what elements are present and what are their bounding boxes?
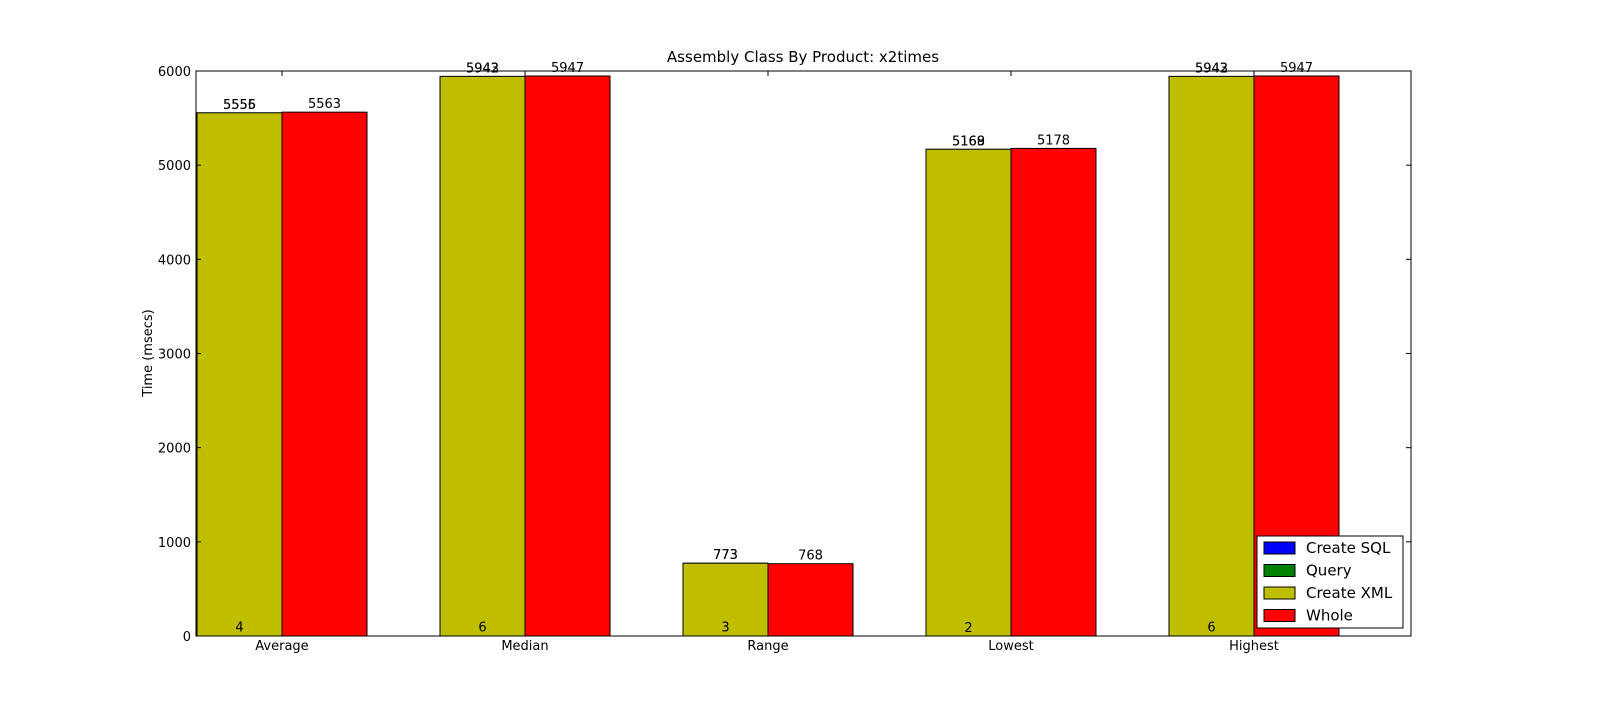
value-label-whole-range: 768 bbox=[798, 549, 823, 564]
legend-label-query: Query bbox=[1306, 562, 1352, 580]
value-label-query-highest: 5942 bbox=[1195, 61, 1228, 76]
legend-label-create-xml: Create XML bbox=[1306, 584, 1393, 602]
x-tick-label-range: Range bbox=[747, 639, 788, 654]
value-label-create-sql-average: 4 bbox=[235, 621, 243, 636]
legend: Create SQL Query Create XML Whole bbox=[1256, 535, 1404, 629]
value-label-create-sql-highest: 6 bbox=[1207, 620, 1215, 635]
legend-label-create-sql: Create SQL bbox=[1306, 539, 1391, 557]
bar-whole-median bbox=[524, 75, 611, 637]
value-labels-group: 4 6 3 2 655555942773516859425556594377351695… bbox=[223, 61, 1313, 636]
bar-create-xml-highest bbox=[1168, 75, 1255, 637]
value-label-create-xml-highest: 5943 bbox=[1195, 61, 1228, 76]
y-tick-label: 4000 bbox=[158, 253, 191, 268]
value-label-create-xml-range: 773 bbox=[713, 548, 738, 563]
value-label-query-median: 5942 bbox=[466, 61, 499, 76]
bar-create-xml-lowest bbox=[925, 148, 1012, 637]
value-label-whole-average: 5563 bbox=[308, 97, 341, 112]
bars-group bbox=[196, 75, 1340, 637]
legend-label-whole: Whole bbox=[1306, 607, 1353, 625]
value-label-create-sql-range: 3 bbox=[721, 621, 729, 636]
value-label-whole-median: 5947 bbox=[551, 61, 584, 76]
bar-create-xml-average bbox=[196, 112, 283, 637]
y-axis-label: Time (msecs) bbox=[141, 309, 156, 397]
legend-swatch-whole bbox=[1263, 609, 1296, 622]
y-tick-label: 6000 bbox=[158, 65, 191, 80]
legend-swatch-create-sql bbox=[1263, 541, 1296, 555]
value-label-create-xml-median: 5943 bbox=[466, 61, 499, 76]
bar-whole-range bbox=[767, 563, 854, 637]
value-label-whole-highest: 5947 bbox=[1280, 61, 1313, 76]
bar-whole-lowest bbox=[1010, 147, 1097, 637]
y-tick-label: 2000 bbox=[158, 442, 191, 457]
value-label-whole-lowest: 5178 bbox=[1037, 133, 1070, 148]
bar-create-xml-median bbox=[439, 75, 526, 637]
x-tick-label-average: Average bbox=[255, 639, 308, 654]
x-tick-label-median: Median bbox=[501, 639, 548, 654]
y-tick-label: 5000 bbox=[158, 159, 191, 174]
value-label-create-sql-lowest: 2 bbox=[964, 621, 972, 636]
value-label-create-xml-lowest: 5169 bbox=[952, 134, 985, 149]
value-label-create-xml-average: 5556 bbox=[223, 98, 256, 113]
legend-swatch-query bbox=[1263, 564, 1296, 577]
value-label-query-range: 773 bbox=[713, 548, 738, 563]
bar-whole-average bbox=[281, 111, 368, 637]
legend-swatch-create-xml bbox=[1263, 586, 1296, 600]
x-tick-label-highest: Highest bbox=[1229, 639, 1279, 654]
value-label-query-average: 5555 bbox=[223, 98, 256, 113]
axes-group: 0 1000 2000 3000 4000 5000 6000 Average Median Ra… bbox=[158, 65, 1411, 654]
y-tick-label: 0 bbox=[183, 630, 191, 645]
value-label-query-lowest: 5168 bbox=[952, 134, 985, 149]
y-tick-label: 3000 bbox=[158, 348, 191, 363]
value-label-create-sql-median: 6 bbox=[478, 620, 486, 635]
chart-title: Assembly Class By Product: x2times bbox=[667, 48, 939, 66]
y-tick-label: 1000 bbox=[158, 536, 191, 551]
x-tick-label-lowest: Lowest bbox=[988, 639, 1033, 654]
